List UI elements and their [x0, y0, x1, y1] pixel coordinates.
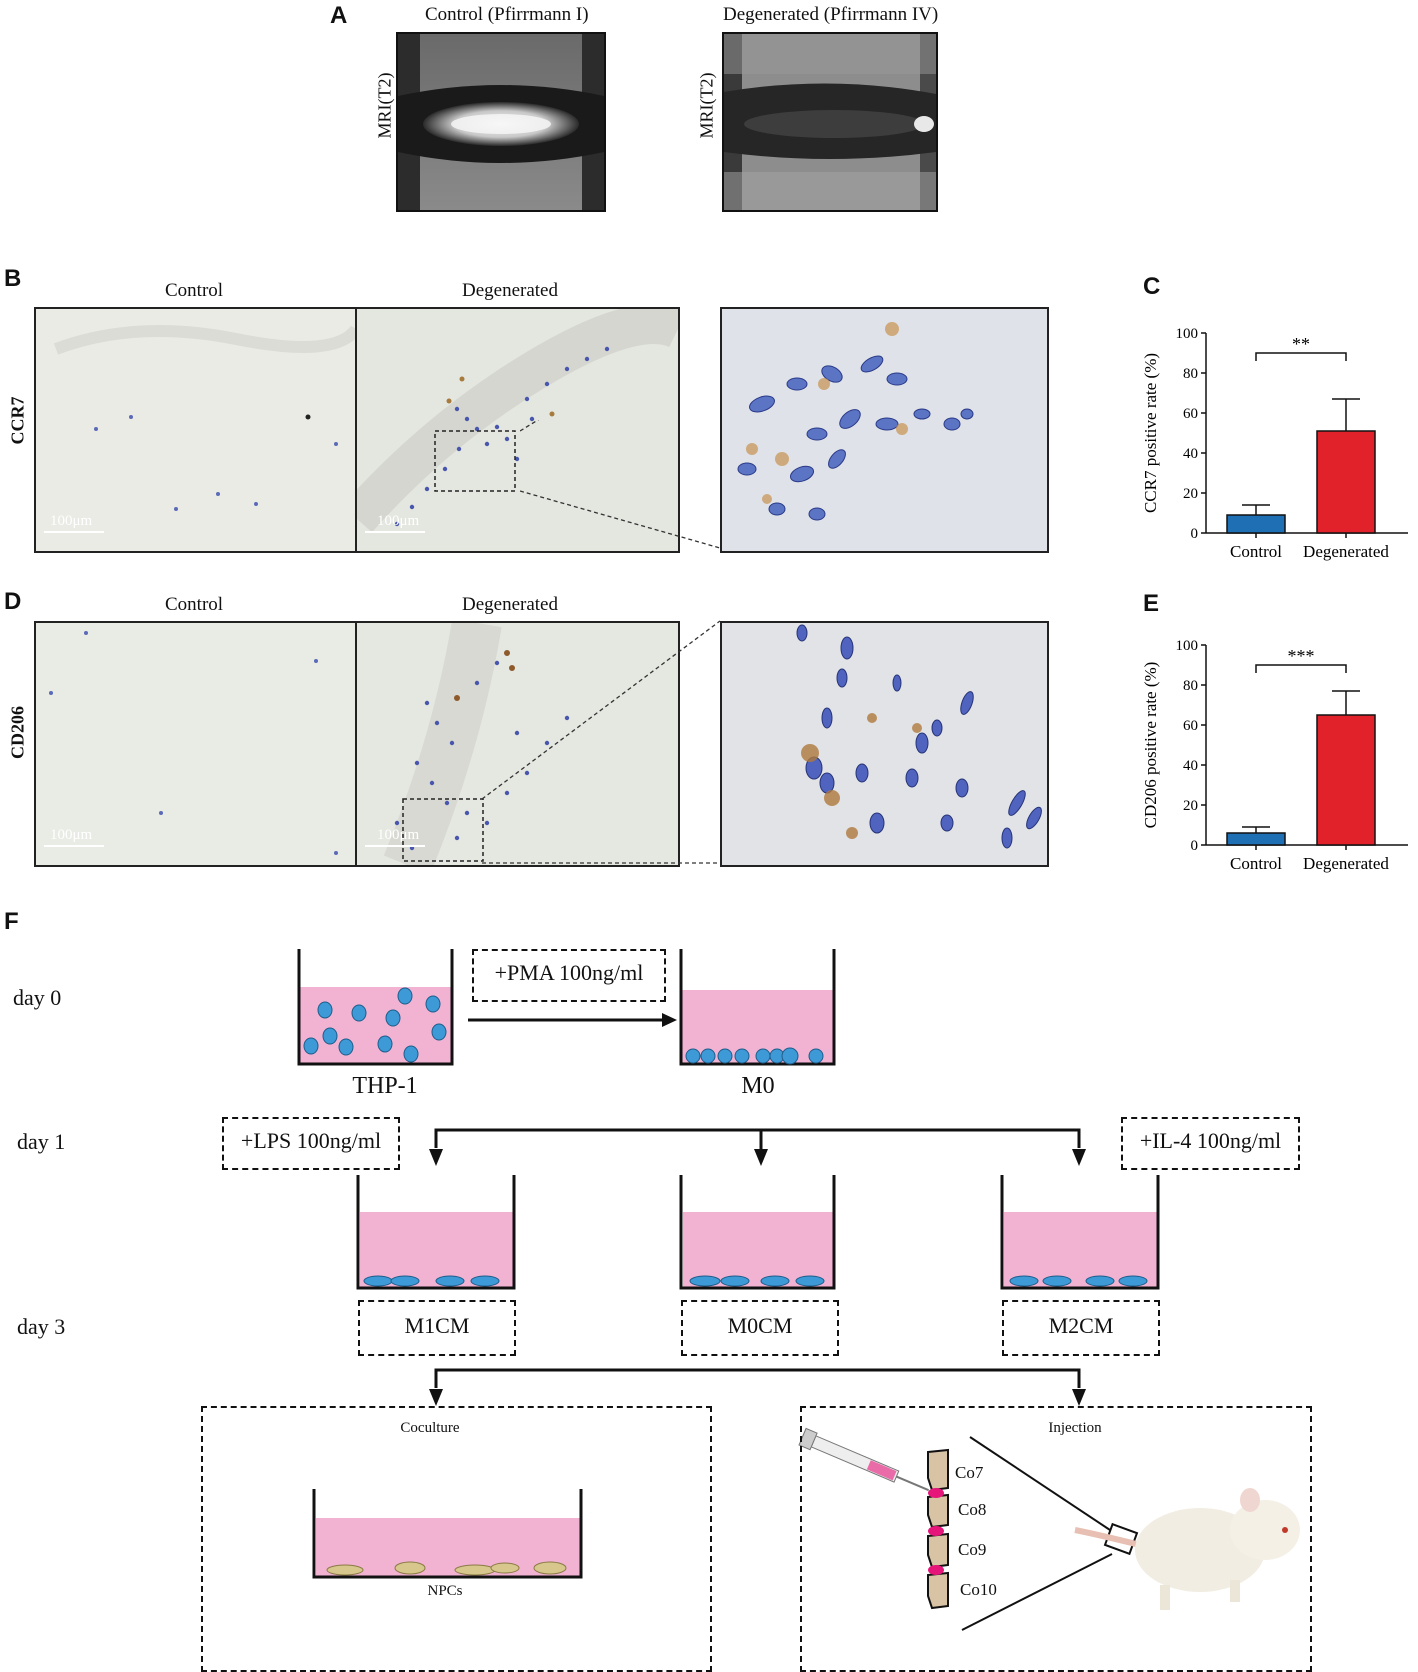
panel-d-letter: D: [4, 588, 22, 615]
bar-degenerated: [1316, 430, 1376, 534]
scale-label: 100μm: [377, 513, 420, 529]
m0cm-box: [681, 1300, 839, 1356]
rat-illustration: [1074, 1488, 1300, 1610]
y-tick-label: 40: [1183, 446, 1198, 462]
significance-label: **: [1292, 334, 1310, 354]
cd206-zoom-micrograph: [720, 621, 1049, 867]
d-col-degenerated: Degenerated: [462, 594, 558, 615]
m0cm-label: M0CM: [727, 1313, 793, 1338]
injection-title: Injection: [1048, 1420, 1102, 1436]
cd206-degenerated-micrograph: 100μm: [355, 621, 680, 867]
thp1-label: THP-1: [352, 1073, 418, 1099]
y-tick-label: 20: [1183, 486, 1198, 502]
scale-label: 100μm: [50, 827, 93, 843]
lps-label: +LPS 100ng/ml: [240, 1128, 382, 1153]
discs: [928, 1488, 944, 1575]
y-tick-label: 40: [1183, 758, 1198, 774]
significance-label: ***: [1288, 646, 1315, 666]
pma-box: [472, 949, 666, 1002]
chart-e: 0 20 40 60 80 100 CD206 positive rate (%) Contr…: [1141, 638, 1408, 873]
m0cm-well: [679, 1175, 836, 1290]
ccr7-control-micrograph: 100μm: [34, 307, 359, 553]
mri-degenerated-title: Degenerated (Pfirrmann IV): [723, 4, 939, 25]
m2cm-box: [1002, 1300, 1160, 1356]
scale-label: 100μm: [377, 827, 420, 843]
panel-b-letter: B: [4, 265, 22, 292]
ccr7-zoom-micrograph: [720, 307, 1049, 553]
panel-e-letter: E: [1143, 590, 1160, 617]
m0-well: [679, 949, 836, 1066]
syringe: [798, 1427, 930, 1492]
panel-c-letter: C: [1143, 273, 1161, 300]
lps-box: [222, 1117, 400, 1170]
m2-well: [1000, 1175, 1160, 1290]
x-tick-label: Control: [1230, 854, 1282, 873]
y-axis-label: CCR7 positive rate (%): [1141, 353, 1160, 513]
y-tick-label: 100: [1176, 638, 1199, 654]
scale-label: 100μm: [50, 513, 93, 529]
b-col-degenerated: Degenerated: [462, 280, 558, 301]
scale-bar: [365, 531, 425, 533]
il4-box: [1121, 1117, 1300, 1170]
co10-label: Co10: [960, 1580, 997, 1599]
co8-label: Co8: [958, 1500, 987, 1519]
scale-bar: [365, 845, 425, 847]
ccr7-degenerated-micrograph: 100μm: [355, 307, 680, 553]
coculture-well: [312, 1489, 583, 1579]
y-tick-label: 60: [1183, 718, 1198, 734]
significance-bracket: [1255, 352, 1347, 361]
y-axis-label: CD206 positive rate (%): [1141, 662, 1160, 829]
m1cm-label: M1CM: [404, 1313, 470, 1338]
injection-box: [800, 1406, 1312, 1672]
il4-label: +IL-4 100ng/ml: [1139, 1128, 1282, 1153]
mri-degenerated-image: [722, 32, 938, 212]
significance-bracket: [1255, 664, 1347, 673]
x-tick-label: Degenerated: [1303, 542, 1389, 561]
x-tick-label: Degenerated: [1303, 854, 1389, 873]
scale-bar: [44, 531, 104, 533]
y-tick-label: 80: [1183, 366, 1198, 382]
panel-a-letter: A: [330, 2, 348, 29]
m1cm-box: [358, 1300, 516, 1356]
m1-well: [356, 1175, 516, 1290]
day-0-label: day 0: [13, 985, 62, 1010]
scale-bar: [44, 845, 104, 847]
co9-label: Co9: [958, 1540, 987, 1559]
day-1-label: day 1: [17, 1129, 66, 1154]
x-tick-label: Control: [1230, 542, 1282, 561]
d-col-control: Control: [165, 594, 224, 615]
y-tick-label: 100: [1176, 326, 1199, 342]
y-tick-label: 80: [1183, 678, 1198, 694]
npcs-label: NPCs: [427, 1583, 463, 1599]
m2cm-label: M2CM: [1048, 1313, 1114, 1338]
thp1-well: [297, 949, 454, 1066]
cd206-zoom-lines: [481, 620, 720, 864]
y-tick-label: 0: [1191, 838, 1199, 854]
b-col-control: Control: [165, 280, 224, 301]
mri-control-image: [396, 32, 606, 212]
y-tick-label: 0: [1191, 526, 1199, 542]
mri-control-title: Control (Pfirrmann I): [425, 4, 589, 25]
cd206-control-micrograph: 100μm: [34, 621, 359, 867]
day-3-label: day 3: [17, 1314, 66, 1339]
m0-label: M0: [741, 1073, 775, 1099]
y-tick-label: 60: [1183, 406, 1198, 422]
co7-label: Co7: [955, 1463, 984, 1482]
pma-label: +PMA 100ng/ml: [494, 960, 644, 985]
y-tick-label: 20: [1183, 798, 1198, 814]
coculture-title: Coculture: [400, 1420, 460, 1436]
coculture-box: [201, 1406, 712, 1672]
chart-c: 0 20 40 60 80 100 CCR7 positive rate (%) Contro…: [1141, 326, 1408, 561]
panel-f-letter: F: [4, 908, 19, 935]
